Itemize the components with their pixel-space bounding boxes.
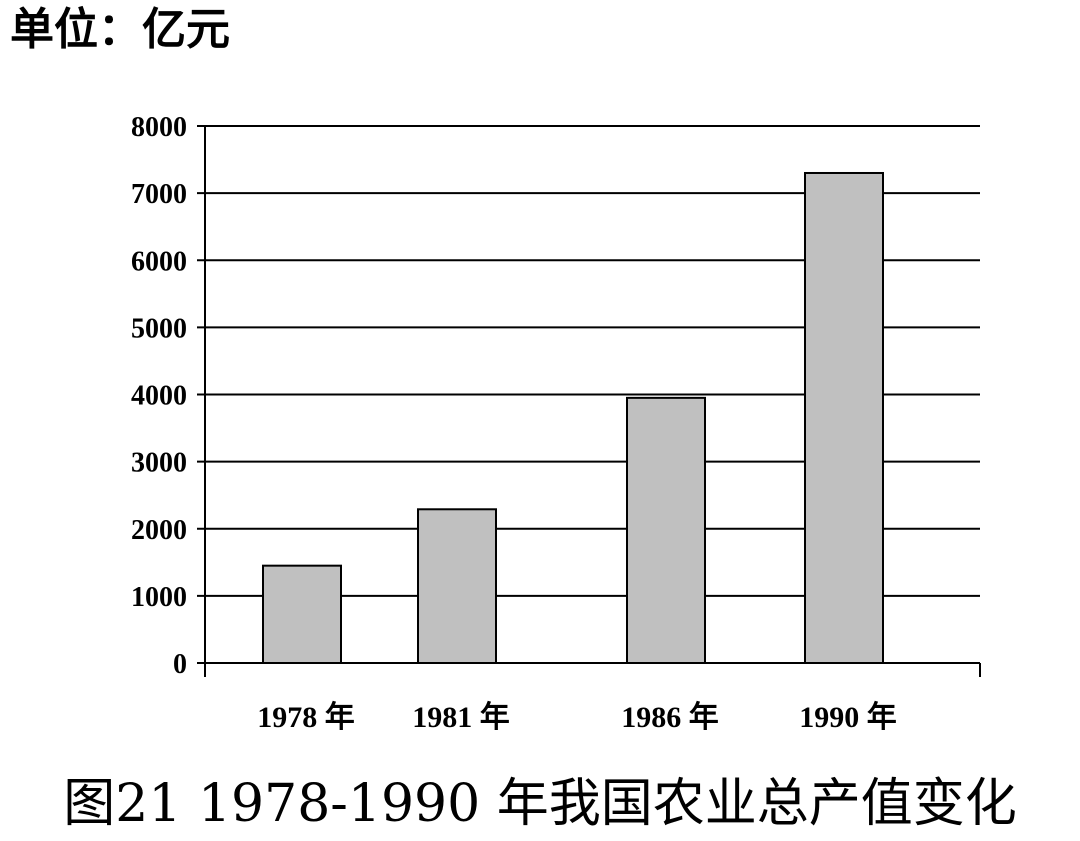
x-category-label: 1978 年 bbox=[257, 701, 355, 734]
y-tick-label: 8000 bbox=[131, 112, 187, 143]
labels: 0 1000 2000 3000 4000 5000 6000 7000 8000 1978 年 1… bbox=[131, 112, 897, 734]
y-tick-label: 0 bbox=[173, 649, 187, 680]
y-tick-label: 2000 bbox=[131, 515, 187, 546]
bars bbox=[262, 171, 884, 665]
y-tick-label: 4000 bbox=[131, 381, 187, 412]
axes bbox=[197, 125, 981, 677]
bar bbox=[804, 171, 884, 665]
y-tick-label: 5000 bbox=[131, 313, 187, 344]
y-tick-label: 3000 bbox=[131, 448, 187, 479]
y-tick-label: 1000 bbox=[131, 582, 187, 613]
bar bbox=[626, 396, 706, 664]
x-category-label: 1986 年 bbox=[621, 701, 719, 734]
figure-caption: 图21 1978-1990 年我国农业总产值变化 bbox=[63, 774, 1017, 834]
bar bbox=[417, 508, 497, 664]
unit-label: 单位：亿元 bbox=[10, 4, 230, 55]
y-tick-label: 6000 bbox=[131, 246, 187, 277]
bar bbox=[262, 564, 342, 665]
y-tick-label: 7000 bbox=[131, 179, 187, 210]
x-category-label: 1981 年 bbox=[412, 701, 510, 734]
x-category-label: 1990 年 bbox=[799, 701, 897, 734]
